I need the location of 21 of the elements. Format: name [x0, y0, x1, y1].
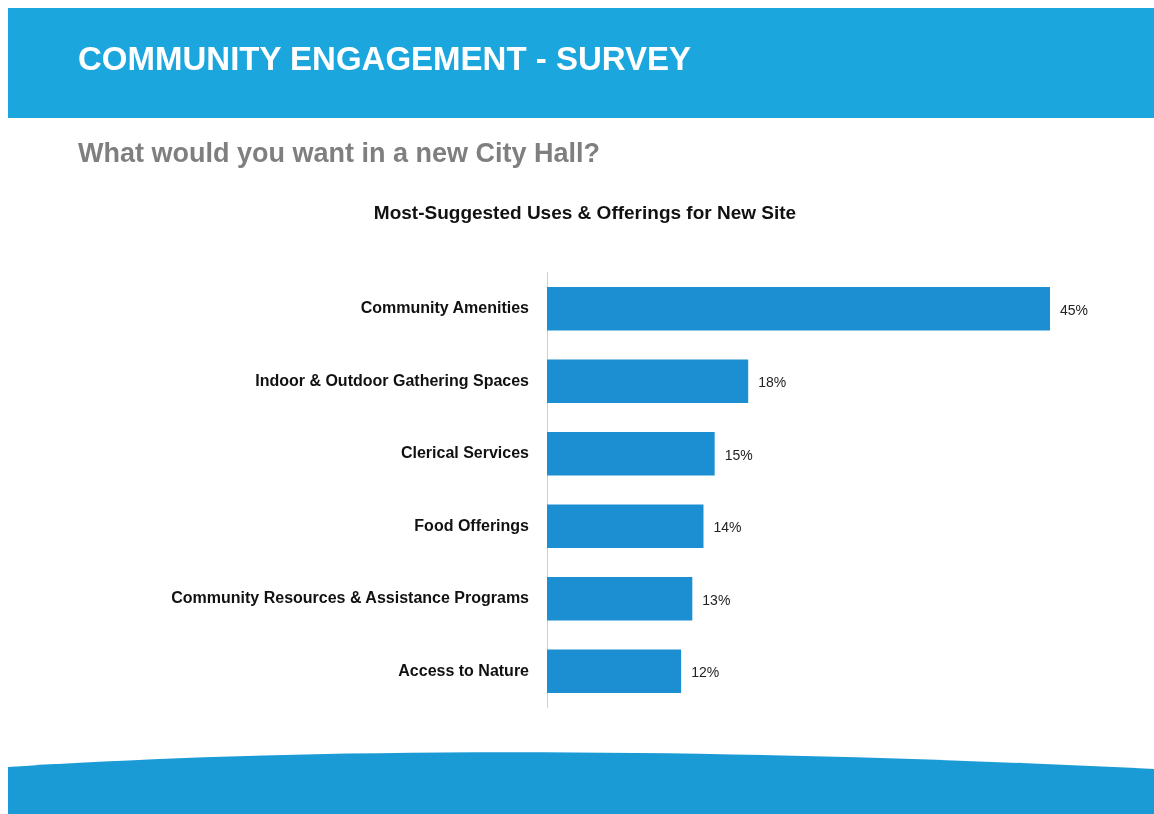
bar — [547, 287, 1050, 331]
chart-title: COMMUNITY ENGAGEMENT - SURVEY — [78, 40, 691, 78]
data-label: 45% — [1060, 301, 1089, 318]
y-tick-label: Food Offerings — [414, 516, 530, 534]
bar — [547, 432, 715, 476]
text: Most-Suggested Uses & Offerings for New Site — [372, 202, 798, 224]
data-label: 18% — [758, 374, 787, 391]
y-tick-label: Clerical Services — [400, 444, 530, 462]
bar — [547, 504, 704, 548]
data-label: 12% — [691, 664, 720, 681]
y-tick-label: Community Resources & Assistance Programs — [171, 589, 530, 607]
bar — [547, 649, 682, 693]
y-tick-label: Community Amenities — [360, 299, 530, 317]
bar — [547, 359, 749, 404]
bar — [547, 576, 693, 621]
data-label: 13% — [702, 591, 731, 608]
chart-subtitle: What would you want in a new City Hall? — [78, 138, 601, 169]
data-label: 14% — [713, 519, 742, 536]
data-label: 15% — [724, 446, 753, 463]
y-tick-label: Indoor & Outdoor Gathering Spaces — [255, 371, 530, 389]
y-tick-label: Access to Nature — [398, 661, 530, 679]
